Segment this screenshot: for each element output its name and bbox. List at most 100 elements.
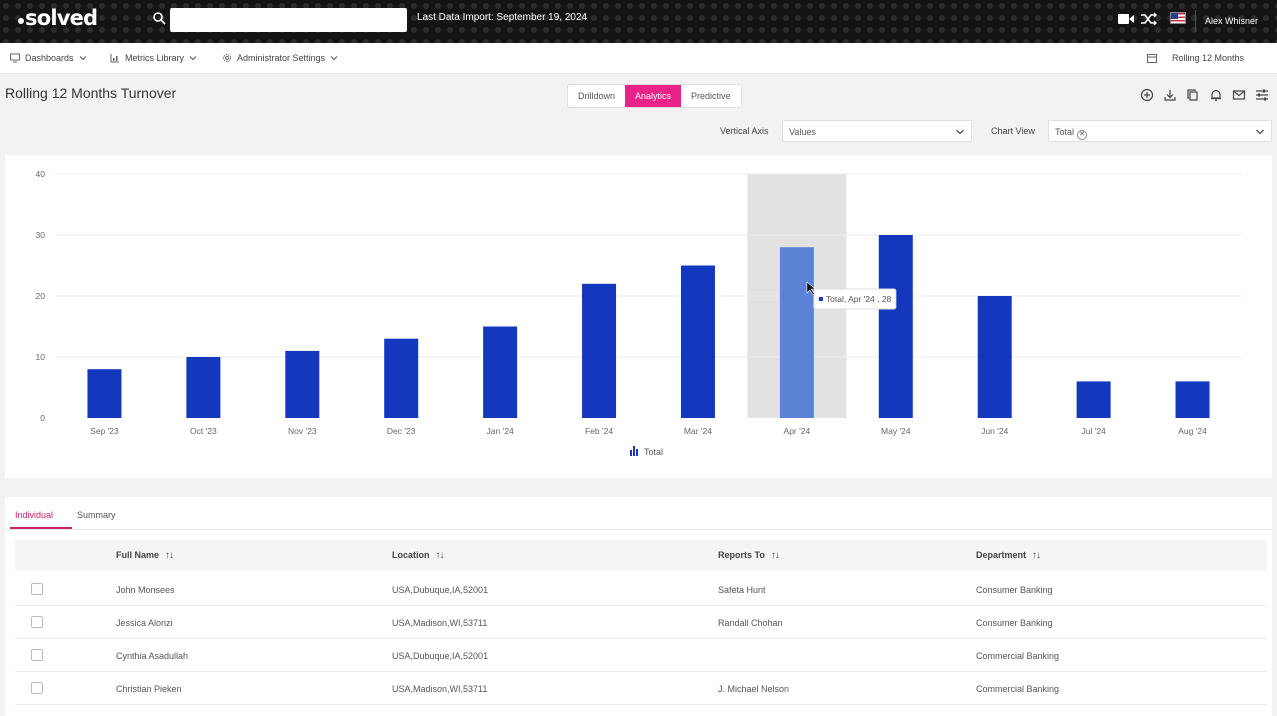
bar-sep23[interactable] [87, 369, 122, 418]
global-search-input[interactable] [170, 8, 407, 32]
row-checkbox[interactable] [31, 583, 43, 595]
bar-oct23[interactable] [186, 357, 221, 418]
cell-department: Consumer Banking [976, 585, 1053, 595]
last-data-import: Last Data Import: September 19, 2024 [417, 12, 588, 23]
cell-full-name: Jessica Alonzi [116, 618, 173, 628]
bar-jan24[interactable] [483, 326, 518, 419]
x-tick-label: May '24 [881, 426, 911, 436]
table-header [15, 540, 1267, 570]
sliders-icon[interactable] [1255, 88, 1269, 102]
tab-analytics[interactable]: Analytics [625, 85, 682, 107]
period-label: Rolling 12 Months [1172, 53, 1245, 63]
nav-administrator-settings[interactable]: Administrator Settings [222, 53, 338, 63]
row-checkbox[interactable] [31, 682, 43, 694]
chart-view-select[interactable]: Total ✕ [1048, 120, 1272, 142]
row-checkbox[interactable] [31, 616, 43, 628]
sort-icon[interactable]: ↑↓ [1032, 550, 1041, 561]
bar-jun24[interactable] [977, 296, 1012, 418]
shuffle-icon[interactable] [1140, 12, 1158, 26]
bar-may24[interactable] [878, 235, 913, 418]
tab-predictive[interactable]: Predictive [691, 91, 731, 101]
tab-individual[interactable]: Individual [15, 510, 54, 520]
top-bar: solved Last Data Import: September 19, 2… [0, 0, 1277, 43]
bar-jul24[interactable] [1076, 381, 1111, 418]
nav-metrics-library-label: Metrics Library [125, 53, 185, 63]
bell-icon[interactable] [1209, 88, 1223, 102]
column-header-reports-to[interactable]: Reports To ↑↓ [718, 550, 780, 561]
legend-icon-bar [633, 446, 635, 456]
chevron-down-icon [189, 56, 197, 61]
cell-department: Commercial Banking [976, 684, 1060, 694]
cell-location: USA,Dubuque,IA,52001 [392, 651, 489, 661]
table-row[interactable]: John Monsees USA,Dubuque,IA,52001 Safeta… [15, 573, 1267, 606]
cell-full-name: Cynthia Asadullah [116, 651, 189, 661]
table-row[interactable]: Jessica Alonzi USA,Madison,WI,53711 Rand… [15, 606, 1267, 639]
user-name[interactable]: Alex Whisner [1205, 16, 1259, 26]
column-header-department[interactable]: Department ↑↓ [976, 550, 1041, 561]
y-tick-label: 10 [36, 352, 46, 362]
x-tick-label: Jun '24 [981, 426, 1008, 436]
column-header-label: Location [392, 550, 430, 560]
chart-view-chip[interactable]: Total ✕ [1055, 127, 1088, 140]
nav-metrics-library[interactable]: Metrics Library [110, 53, 197, 63]
employee-list-panel: Individual Summary Full Name ↑↓ Location ↑… [5, 497, 1272, 716]
us-flag-icon[interactable] [1170, 12, 1186, 24]
search-icon[interactable] [152, 11, 166, 27]
video-camera-icon[interactable] [1117, 12, 1135, 26]
nav-bar: Dashboards Metrics Library Administrator… [0, 43, 1277, 74]
cell-department: Consumer Banking [976, 618, 1053, 628]
logo-dot [18, 18, 24, 24]
sort-icon[interactable]: ↑↓ [435, 550, 445, 561]
chevron-down-icon [79, 56, 86, 61]
turnover-bar-chart: 0 10 20 30 40 Sep '23 Oct '23 Nov '23 Dec '23 Jan… [36, 169, 1242, 457]
x-tick-label: Nov '23 [288, 426, 317, 436]
monitor-icon [10, 53, 20, 63]
chart-view-label: Chart View [991, 126, 1035, 136]
cell-location: USA,Madison,WI,53711 [392, 684, 488, 694]
logo-text: solved [25, 6, 98, 30]
column-header-full-name[interactable]: Full Name ↑↓ [116, 550, 174, 561]
sort-icon[interactable]: ↑↓ [165, 550, 174, 561]
period-selector[interactable]: Rolling 12 Months [1147, 53, 1244, 63]
chevron-down-icon [330, 56, 338, 61]
column-header-location[interactable]: Location ↑↓ [392, 550, 445, 561]
tab-summary[interactable]: Summary [77, 510, 116, 520]
nav-administrator-settings-label: Administrator Settings [237, 53, 326, 63]
vertical-axis-value: Values [789, 127, 816, 137]
x-tick-label: Jan '24 [487, 426, 514, 436]
remove-chip-icon[interactable]: ✕ [1077, 130, 1088, 140]
tab-drilldown[interactable]: Drilldown [578, 91, 616, 101]
cell-full-name: Christian Pieken [116, 684, 182, 694]
bar-aug24[interactable] [1175, 381, 1210, 418]
nav-dashboards[interactable]: Dashboards [10, 53, 87, 63]
bar-mar24[interactable] [680, 265, 715, 419]
tab-divider [5, 529, 1272, 530]
legend-icon-bar [630, 450, 632, 456]
active-tab-indicator [10, 527, 72, 529]
y-tick-label: 20 [36, 291, 46, 301]
vertical-axis-label: Vertical Axis [720, 126, 769, 136]
column-header-label: Full Name [116, 550, 160, 560]
download-icon[interactable] [1163, 88, 1177, 102]
cell-reports-to: Safeta Hunt [718, 585, 766, 595]
copy-icon[interactable] [1186, 88, 1200, 102]
add-circle-icon[interactable] [1140, 88, 1154, 102]
chart-view-chip-label: Total [1055, 127, 1075, 137]
table-row[interactable]: Cynthia Asadullah USA,Dubuque,IA,52001 C… [15, 639, 1267, 672]
x-tick-label: Feb '24 [585, 426, 613, 436]
tooltip-swatch [818, 297, 823, 301]
table-row[interactable]: Christian Pieken USA,Madison,WI,53711 J.… [15, 672, 1267, 705]
mail-icon[interactable] [1232, 88, 1246, 102]
chart-panel: 0 10 20 30 40 Sep '23 Oct '23 Nov '23 Dec '23 Jan… [5, 155, 1272, 478]
x-tick-label: Dec '23 [387, 426, 416, 436]
bar-nov23[interactable] [285, 350, 320, 418]
mouse-cursor-icon [806, 281, 817, 296]
bar-feb24[interactable] [582, 283, 617, 418]
row-checkbox[interactable] [31, 649, 43, 661]
sort-icon[interactable]: ↑↓ [770, 550, 780, 561]
isolved-logo[interactable]: solved [18, 6, 98, 30]
legend-icon-bar [636, 449, 638, 456]
vertical-axis-select[interactable]: Values [782, 120, 972, 142]
bar-dec23[interactable] [384, 338, 419, 418]
bar-apr24[interactable] [779, 247, 814, 418]
